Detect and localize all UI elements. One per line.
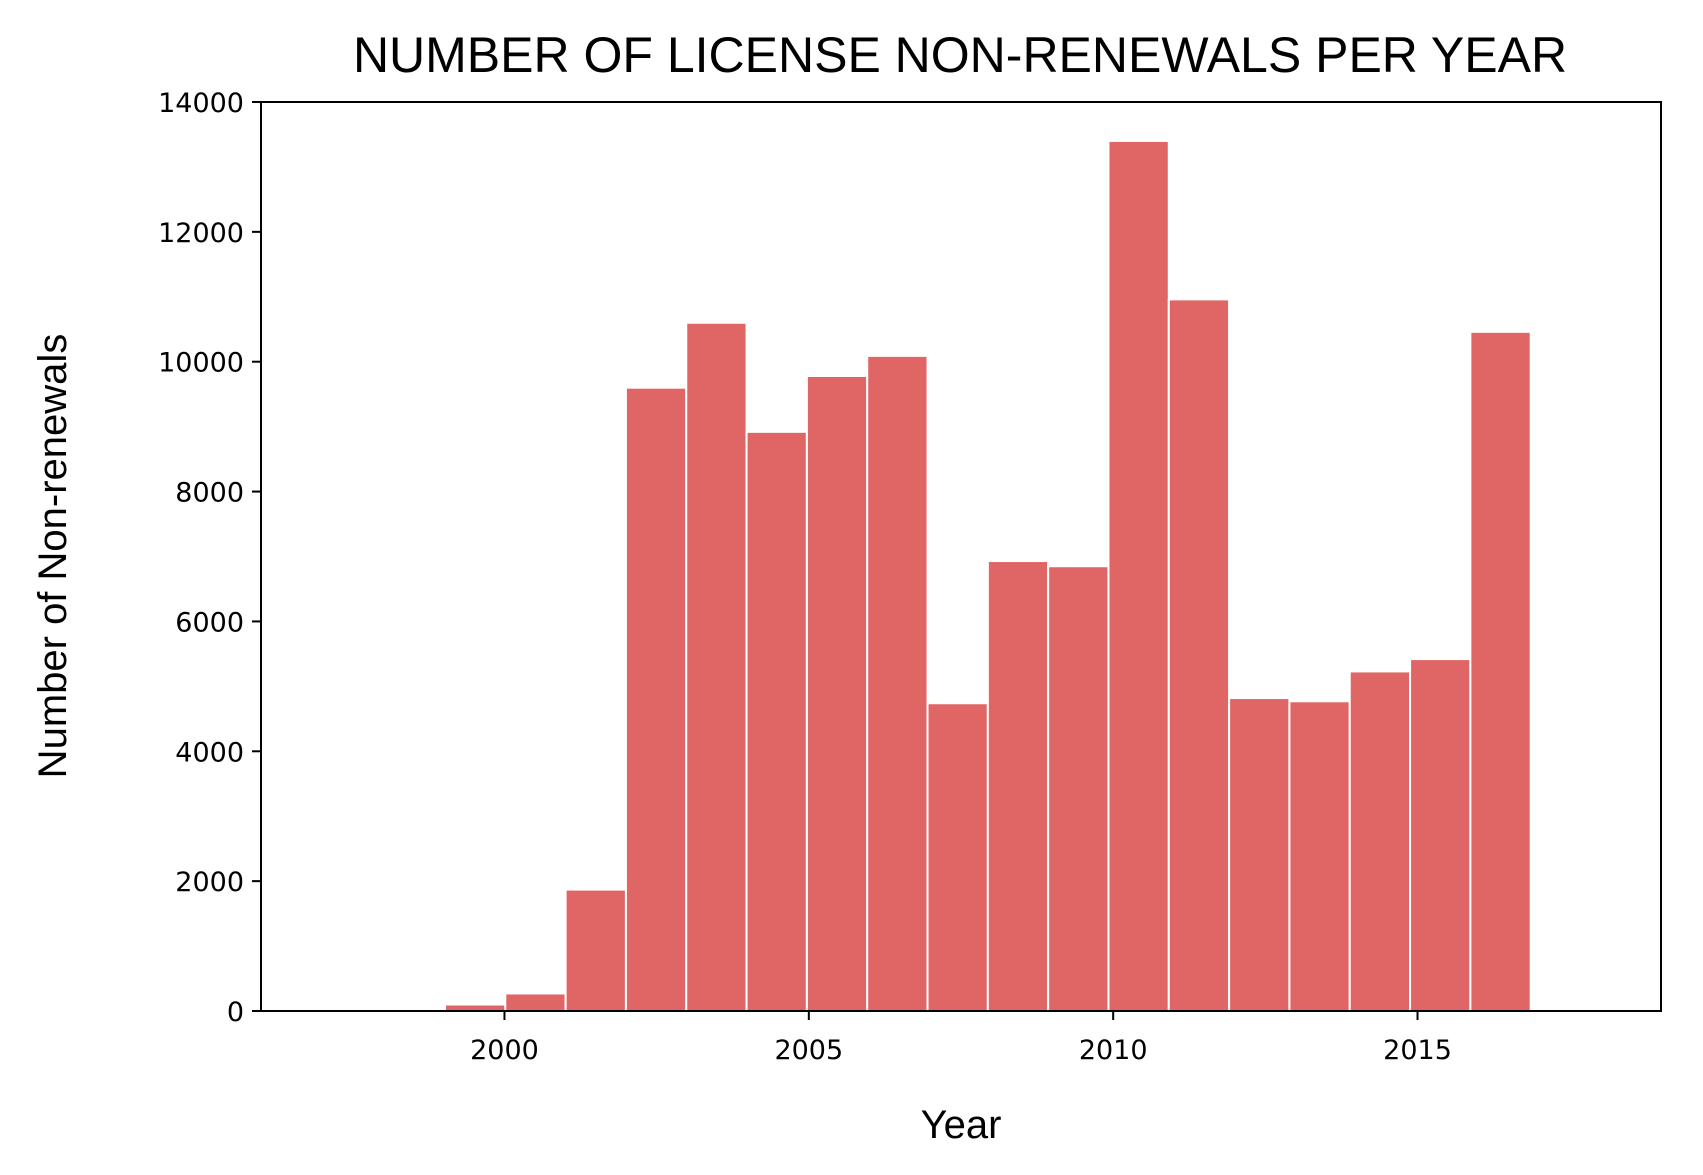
x-tick-label-2015: 2015 [1383,1035,1452,1066]
y-tick-label-6000: 6000 [175,607,244,638]
bar-2003 [624,386,688,1012]
bar-2014 [1288,700,1351,1012]
y-tick-label-12000: 12000 [158,218,244,249]
bar-2012 [1167,298,1231,1012]
y-tick-label-8000: 8000 [175,478,244,509]
x-axis-label: Year [921,1103,1002,1147]
y-tick-label-2000: 2000 [175,867,244,898]
bar-2015 [1348,670,1412,1012]
bar-2017 [1469,330,1532,1012]
bar-2007 [866,354,929,1012]
x-axis: 2000 2005 2010 2015 [470,1011,1452,1066]
bar-2001 [504,992,567,1013]
bar-2006 [805,374,869,1012]
y-tick-label-4000: 4000 [175,737,244,768]
y-axis-label: Number of Non-renewals [31,334,75,779]
bar-2005 [745,430,808,1012]
bar-2011 [1107,139,1170,1012]
bars-group [443,139,1532,1013]
y-tick-label-0: 0 [227,997,244,1028]
chart-title: NUMBER OF LICENSE NON-RENEWALS PER YEAR [353,27,1567,83]
bar-2013 [1228,697,1291,1013]
x-tick-label-2005: 2005 [774,1035,843,1066]
bar-2016 [1409,658,1472,1013]
bar-2002 [564,888,627,1012]
bar-2010 [1047,565,1110,1012]
x-tick-label-2000: 2000 [470,1035,539,1066]
y-tick-label-14000: 14000 [158,88,244,119]
x-tick-label-2010: 2010 [1079,1035,1148,1066]
bar-2009 [986,560,1050,1012]
y-tick-label-10000: 10000 [158,348,244,379]
plot-frame [260,101,1662,1012]
y-axis: 0 2000 4000 6000 8000 10000 12000 14000 [158,88,261,1028]
bar-2008 [926,702,989,1012]
bar-2004 [685,321,748,1012]
